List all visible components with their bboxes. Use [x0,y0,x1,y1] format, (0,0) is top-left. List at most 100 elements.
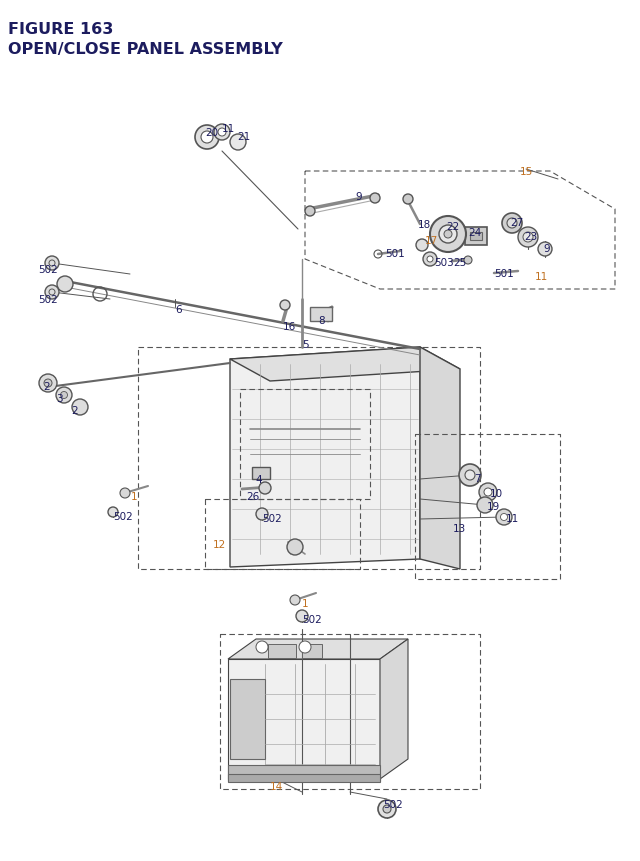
Text: FIGURE 163: FIGURE 163 [8,22,113,37]
Circle shape [403,195,413,205]
Circle shape [523,232,533,243]
Bar [228,774,380,782]
Polygon shape [228,639,408,660]
Bar [230,679,265,759]
Circle shape [56,387,72,404]
Circle shape [201,132,213,144]
Circle shape [427,257,433,263]
Text: 10: 10 [490,488,503,499]
Circle shape [383,805,391,813]
Polygon shape [228,660,380,779]
Circle shape [61,392,67,399]
Circle shape [218,129,226,137]
Circle shape [484,488,492,497]
Circle shape [479,483,497,501]
Circle shape [120,488,130,499]
Polygon shape [380,639,408,779]
Text: 25: 25 [453,257,467,268]
Text: 503: 503 [434,257,454,268]
Text: 6: 6 [175,305,182,314]
Text: 12: 12 [213,539,227,549]
Text: 502: 502 [302,614,322,624]
Text: OPEN/CLOSE PANEL ASSEMBLY: OPEN/CLOSE PANEL ASSEMBLY [8,42,283,57]
Text: 15: 15 [520,167,533,177]
Circle shape [290,595,300,605]
Text: 502: 502 [383,799,403,809]
Circle shape [439,226,457,244]
Text: 501: 501 [385,249,404,258]
Circle shape [39,375,57,393]
Text: 502: 502 [262,513,282,523]
Circle shape [496,510,512,525]
Circle shape [370,194,380,204]
Circle shape [108,507,118,517]
Text: 501: 501 [494,269,514,279]
Bar [252,468,270,480]
Circle shape [444,231,452,238]
Text: 2: 2 [43,381,50,392]
Circle shape [256,508,268,520]
Text: 8: 8 [318,316,324,325]
Bar [302,644,322,659]
Circle shape [214,125,230,141]
Text: 11: 11 [222,124,236,133]
Bar [470,232,482,241]
Circle shape [430,217,466,253]
Circle shape [45,286,59,300]
Circle shape [296,610,308,623]
Circle shape [423,253,437,267]
Circle shape [459,464,481,486]
Circle shape [256,641,268,653]
Text: 27: 27 [510,218,524,228]
Text: 1: 1 [302,598,308,608]
Text: 18: 18 [418,220,431,230]
Text: 7: 7 [474,474,481,483]
Text: 23: 23 [524,232,537,242]
Bar [310,307,332,322]
Polygon shape [230,348,460,381]
Text: 4: 4 [255,474,262,485]
Text: 9: 9 [543,244,550,254]
Circle shape [538,243,552,257]
Text: 21: 21 [237,132,250,142]
Text: 502: 502 [38,264,58,275]
Text: 5: 5 [302,339,308,350]
Text: 19: 19 [487,501,500,511]
Circle shape [464,257,472,264]
Text: 502: 502 [113,511,132,522]
Circle shape [45,257,59,270]
Text: 20: 20 [205,127,218,138]
Bar [268,644,296,659]
Circle shape [44,380,52,387]
Circle shape [502,214,522,233]
Circle shape [280,300,290,311]
Bar [465,228,487,245]
Circle shape [477,498,493,513]
Text: 3: 3 [56,393,63,404]
Text: 14: 14 [270,781,284,791]
Circle shape [195,126,219,150]
Text: 22: 22 [446,222,460,232]
Text: 13: 13 [453,523,467,533]
Circle shape [259,482,271,494]
Text: 17: 17 [425,236,438,245]
Text: 9: 9 [355,192,362,201]
Polygon shape [420,348,460,569]
Text: 11: 11 [506,513,519,523]
Circle shape [465,470,475,480]
Text: 11: 11 [535,272,548,282]
Text: 26: 26 [246,492,259,501]
Circle shape [518,228,538,248]
Circle shape [416,239,428,251]
Circle shape [72,400,88,416]
Circle shape [230,135,246,151]
Circle shape [57,276,73,293]
Circle shape [500,514,508,521]
Circle shape [507,219,517,229]
Text: 16: 16 [283,322,296,331]
Circle shape [305,207,315,217]
Text: 1: 1 [131,492,138,501]
Circle shape [287,539,303,555]
Text: 2: 2 [71,406,77,416]
Bar [228,765,380,781]
